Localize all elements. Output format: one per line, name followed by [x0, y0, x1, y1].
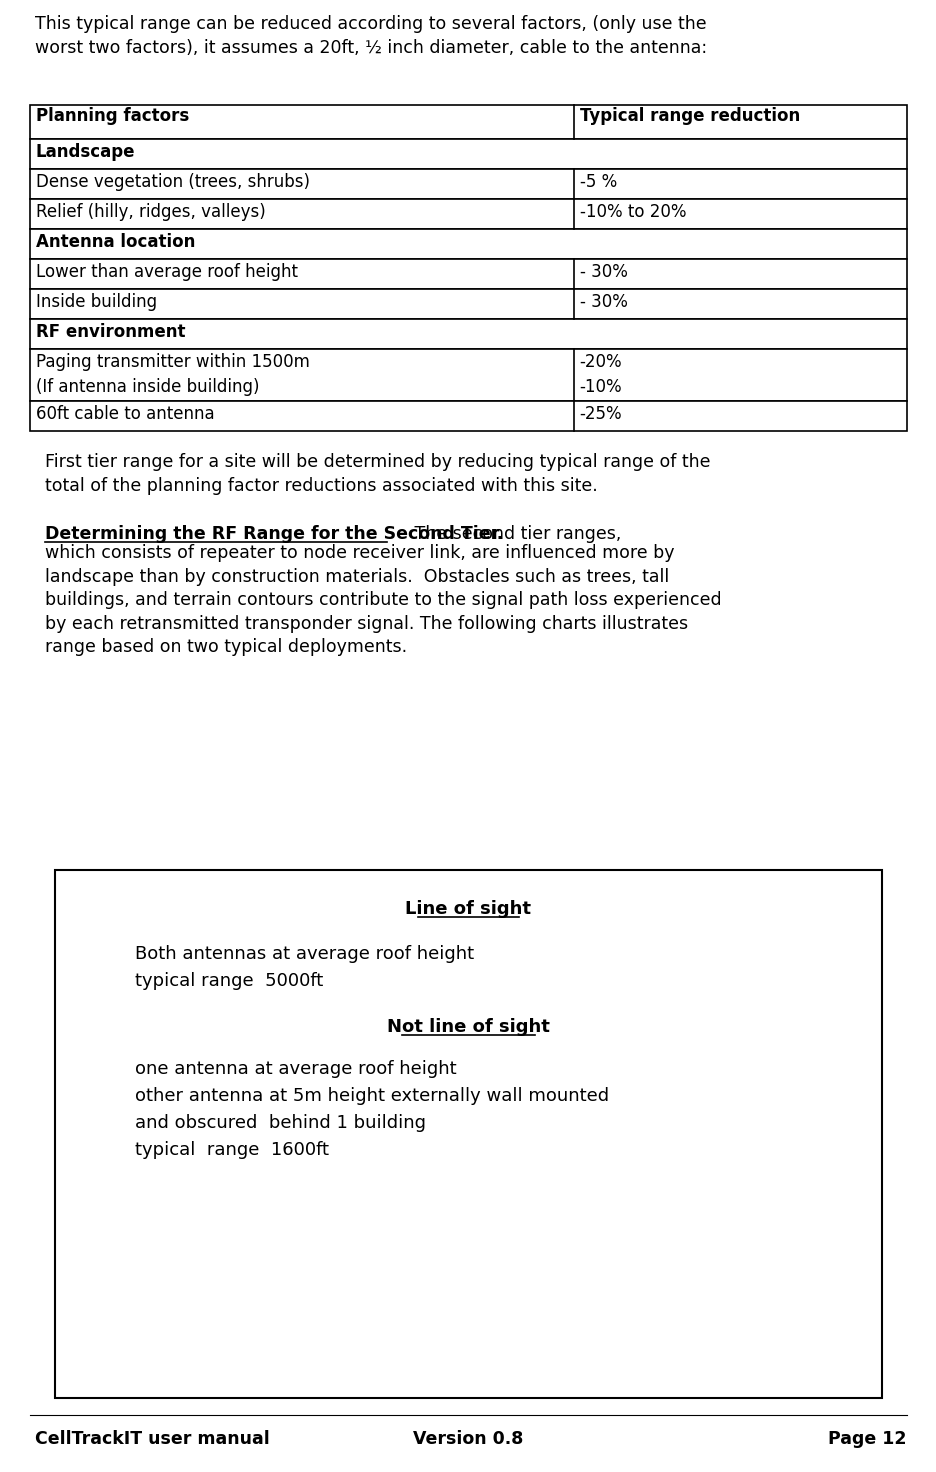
Text: 60ft cable to antenna: 60ft cable to antenna [36, 405, 214, 422]
Bar [30, 169, 906, 199]
Text: Version 0.8: Version 0.8 [413, 1429, 523, 1448]
Text: which consists of repeater to node receiver link, are influenced more by
landsca: which consists of repeater to node recei… [45, 545, 721, 657]
Bar [30, 199, 906, 230]
Text: Page 12: Page 12 [827, 1429, 906, 1448]
Text: one antenna at average roof height: one antenna at average roof height [135, 1060, 456, 1078]
Text: CellTrackIT user manual: CellTrackIT user manual [35, 1429, 270, 1448]
Bar [30, 259, 906, 289]
Text: Antenna location: Antenna location [36, 233, 196, 252]
Bar [55, 870, 881, 1398]
Text: The second tier ranges,: The second tier ranges, [387, 526, 621, 543]
Text: typical  range  1600ft: typical range 1600ft [135, 1141, 329, 1158]
Text: Dense vegetation (trees, shrubs): Dense vegetation (trees, shrubs) [36, 174, 310, 191]
Text: Relief (hilly, ridges, valleys): Relief (hilly, ridges, valleys) [36, 203, 266, 221]
Text: This typical range can be reduced according to several factors, (only use the
wo: This typical range can be reduced accord… [35, 15, 707, 56]
Text: -10% to 20%: -10% to 20% [579, 203, 685, 221]
Text: Both antennas at average roof height: Both antennas at average roof height [135, 945, 474, 963]
Bar [30, 400, 906, 431]
Text: and obscured  behind 1 building: and obscured behind 1 building [135, 1114, 426, 1132]
Text: Typical range reduction: Typical range reduction [579, 107, 799, 125]
Text: -20%
-10%: -20% -10% [579, 353, 622, 396]
Text: Planning factors: Planning factors [36, 107, 189, 125]
Text: RF environment: RF environment [36, 322, 185, 342]
Text: - 30%: - 30% [579, 263, 627, 281]
Text: -25%: -25% [579, 405, 622, 422]
Text: -5 %: -5 % [579, 174, 616, 191]
Text: Inside building: Inside building [36, 293, 157, 311]
Bar [30, 319, 906, 349]
Text: other antenna at 5m height externally wall mounted: other antenna at 5m height externally wa… [135, 1086, 608, 1105]
Text: Lower than average roof height: Lower than average roof height [36, 263, 298, 281]
Bar [30, 230, 906, 259]
Text: Determining the RF Range for the Second Tier.: Determining the RF Range for the Second … [45, 526, 503, 543]
Text: Not line of sight: Not line of sight [387, 1019, 549, 1036]
Bar [30, 349, 906, 400]
Text: Paging transmitter within 1500m
(If antenna inside building): Paging transmitter within 1500m (If ante… [36, 353, 310, 396]
Bar [30, 105, 906, 138]
Text: Line of sight: Line of sight [405, 899, 531, 919]
Text: typical range  5000ft: typical range 5000ft [135, 972, 323, 991]
Text: - 30%: - 30% [579, 293, 627, 311]
Bar [30, 138, 906, 169]
Bar [30, 289, 906, 319]
Text: Landscape: Landscape [36, 143, 136, 160]
Text: First tier range for a site will be determined by reducing typical range of the
: First tier range for a site will be dete… [45, 453, 709, 495]
